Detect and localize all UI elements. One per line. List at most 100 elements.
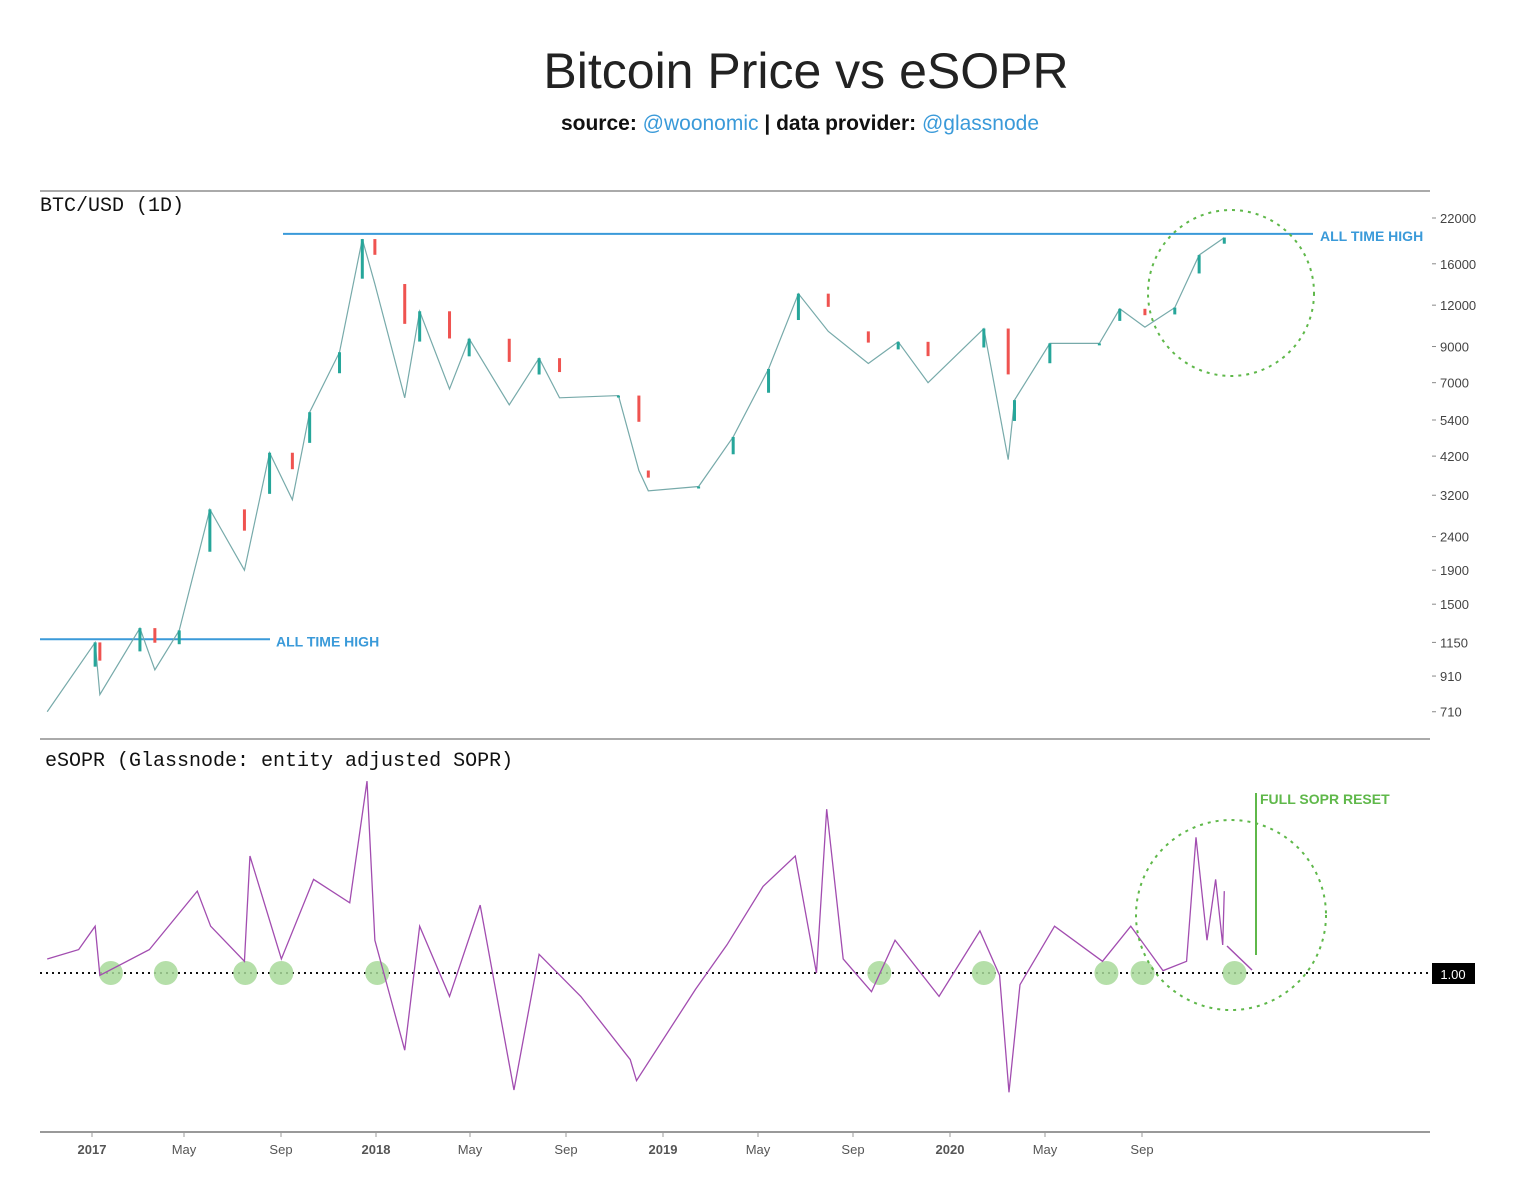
price-candle xyxy=(338,352,342,374)
price-candle xyxy=(1012,400,1016,421)
y-tick-label: 5400 xyxy=(1440,413,1469,428)
provider-link[interactable]: @glassnode xyxy=(921,112,1040,135)
y-tick-label: 4200 xyxy=(1440,449,1469,464)
y-tick-label: 16000 xyxy=(1440,257,1476,272)
price-candle xyxy=(138,628,142,652)
price-candle xyxy=(177,630,181,645)
ath-label: ALL TIME HIGH xyxy=(276,633,379,649)
y-tick-label: 710 xyxy=(1440,705,1462,720)
highlight-circle-esopr xyxy=(1135,819,1327,1011)
reference-label-box xyxy=(1432,963,1475,984)
price-candle xyxy=(360,239,364,279)
price-candle xyxy=(308,412,312,443)
reset-marker xyxy=(1094,961,1119,985)
price-candle xyxy=(1173,307,1177,315)
price-candle xyxy=(637,395,641,422)
price-candle xyxy=(93,642,97,667)
price-candle xyxy=(982,328,986,348)
source-label: source: xyxy=(560,112,637,135)
price-candle xyxy=(98,642,102,661)
y-tick-label: 12000 xyxy=(1440,298,1476,313)
reset-marker xyxy=(269,961,294,985)
price-candle xyxy=(242,509,246,531)
esopr-line xyxy=(47,781,1225,1093)
x-axis: 2017 May Sep 2018 May Sep 2019 May Sep 2020 May Sep xyxy=(78,1132,1154,1157)
y-tick-label: 2400 xyxy=(1440,530,1469,545)
price-candle xyxy=(208,509,212,552)
price-line xyxy=(46,237,1225,713)
chart-title: Bitcoin Price vs eSOPR xyxy=(543,43,1069,99)
x-tick-label: 2020 xyxy=(936,1142,965,1157)
reset-marker xyxy=(233,961,258,985)
price-candle xyxy=(507,338,511,362)
price-candle xyxy=(537,358,541,375)
reset-marker xyxy=(1130,961,1155,985)
reset-marker xyxy=(365,961,390,985)
x-tick-label: 2019 xyxy=(649,1142,678,1157)
x-tick-label: Sep xyxy=(554,1142,577,1157)
x-tick-label: May xyxy=(458,1142,483,1157)
price-candle xyxy=(866,331,870,343)
price-candle xyxy=(767,368,771,393)
price-candle xyxy=(1118,308,1122,321)
reset-marker xyxy=(1222,961,1247,985)
y-tick-label: 3200 xyxy=(1440,488,1469,503)
price-candle xyxy=(697,486,701,489)
reference-label: 1.00 xyxy=(1440,967,1465,982)
y-tick-label: 7000 xyxy=(1440,376,1469,391)
price-y-axis: 22000 16000 12000 9000 7000 5400 4200 3200 2400 1… xyxy=(1432,211,1476,720)
esopr-panel-title: eSOPR (Glassnode: entity adjusted SOPR) xyxy=(45,750,513,773)
price-candle xyxy=(1006,328,1010,375)
price-candle xyxy=(826,293,830,307)
price-candle xyxy=(896,341,900,350)
x-tick-label: 2018 xyxy=(362,1142,391,1157)
price-candle xyxy=(403,284,407,324)
price-candle xyxy=(926,341,930,357)
price-candle xyxy=(796,293,800,321)
x-tick-label: Sep xyxy=(841,1142,864,1157)
price-candle xyxy=(467,338,471,357)
x-tick-label: May xyxy=(746,1142,771,1157)
separator: | xyxy=(764,112,771,135)
price-candle xyxy=(1143,308,1147,316)
price-candle xyxy=(373,239,377,255)
price-candle xyxy=(616,395,620,398)
price-candle xyxy=(153,628,157,643)
reset-markers xyxy=(98,961,1247,985)
highlight-circle-price xyxy=(1147,209,1315,377)
reset-marker xyxy=(971,961,996,985)
price-candle xyxy=(448,311,452,339)
reset-arrow xyxy=(1226,945,1253,971)
price-candle xyxy=(558,358,562,373)
price-candle xyxy=(1222,237,1226,244)
ath-lines: ALL TIME HIGH ALL TIME HIGH xyxy=(40,228,1423,649)
price-candle xyxy=(731,436,735,455)
price-candle xyxy=(1048,343,1052,364)
y-tick-label: 22000 xyxy=(1440,211,1476,226)
esopr-series xyxy=(47,781,1225,1093)
y-tick-label: 910 xyxy=(1440,669,1462,684)
y-tick-label: 9000 xyxy=(1440,340,1469,355)
price-candle xyxy=(1097,343,1101,346)
price-candle xyxy=(418,311,422,342)
x-tick-label: 2017 xyxy=(78,1142,107,1157)
price-panel-title: BTC/USD (1D) xyxy=(40,195,184,218)
source-link[interactable]: @woonomic xyxy=(642,112,759,135)
y-tick-label: 1900 xyxy=(1440,563,1469,578)
x-tick-label: Sep xyxy=(269,1142,292,1157)
price-candle xyxy=(646,470,650,478)
price-candle xyxy=(268,452,272,494)
reset-marker xyxy=(153,961,178,985)
chart-subtitle: source: @woonomic | data provider: @glas… xyxy=(0,112,1536,136)
x-tick-label: May xyxy=(172,1142,197,1157)
price-candle xyxy=(290,452,294,470)
x-tick-label: May xyxy=(1033,1142,1058,1157)
ath-label: ALL TIME HIGH xyxy=(1320,228,1423,244)
provider-label: data provider: xyxy=(776,112,917,135)
x-tick-label: Sep xyxy=(1130,1142,1153,1157)
reset-annotation: FULL SOPR RESET xyxy=(1260,791,1390,807)
price-series xyxy=(46,237,1226,713)
price-candle xyxy=(1197,255,1201,274)
y-tick-label: 1150 xyxy=(1440,635,1468,650)
